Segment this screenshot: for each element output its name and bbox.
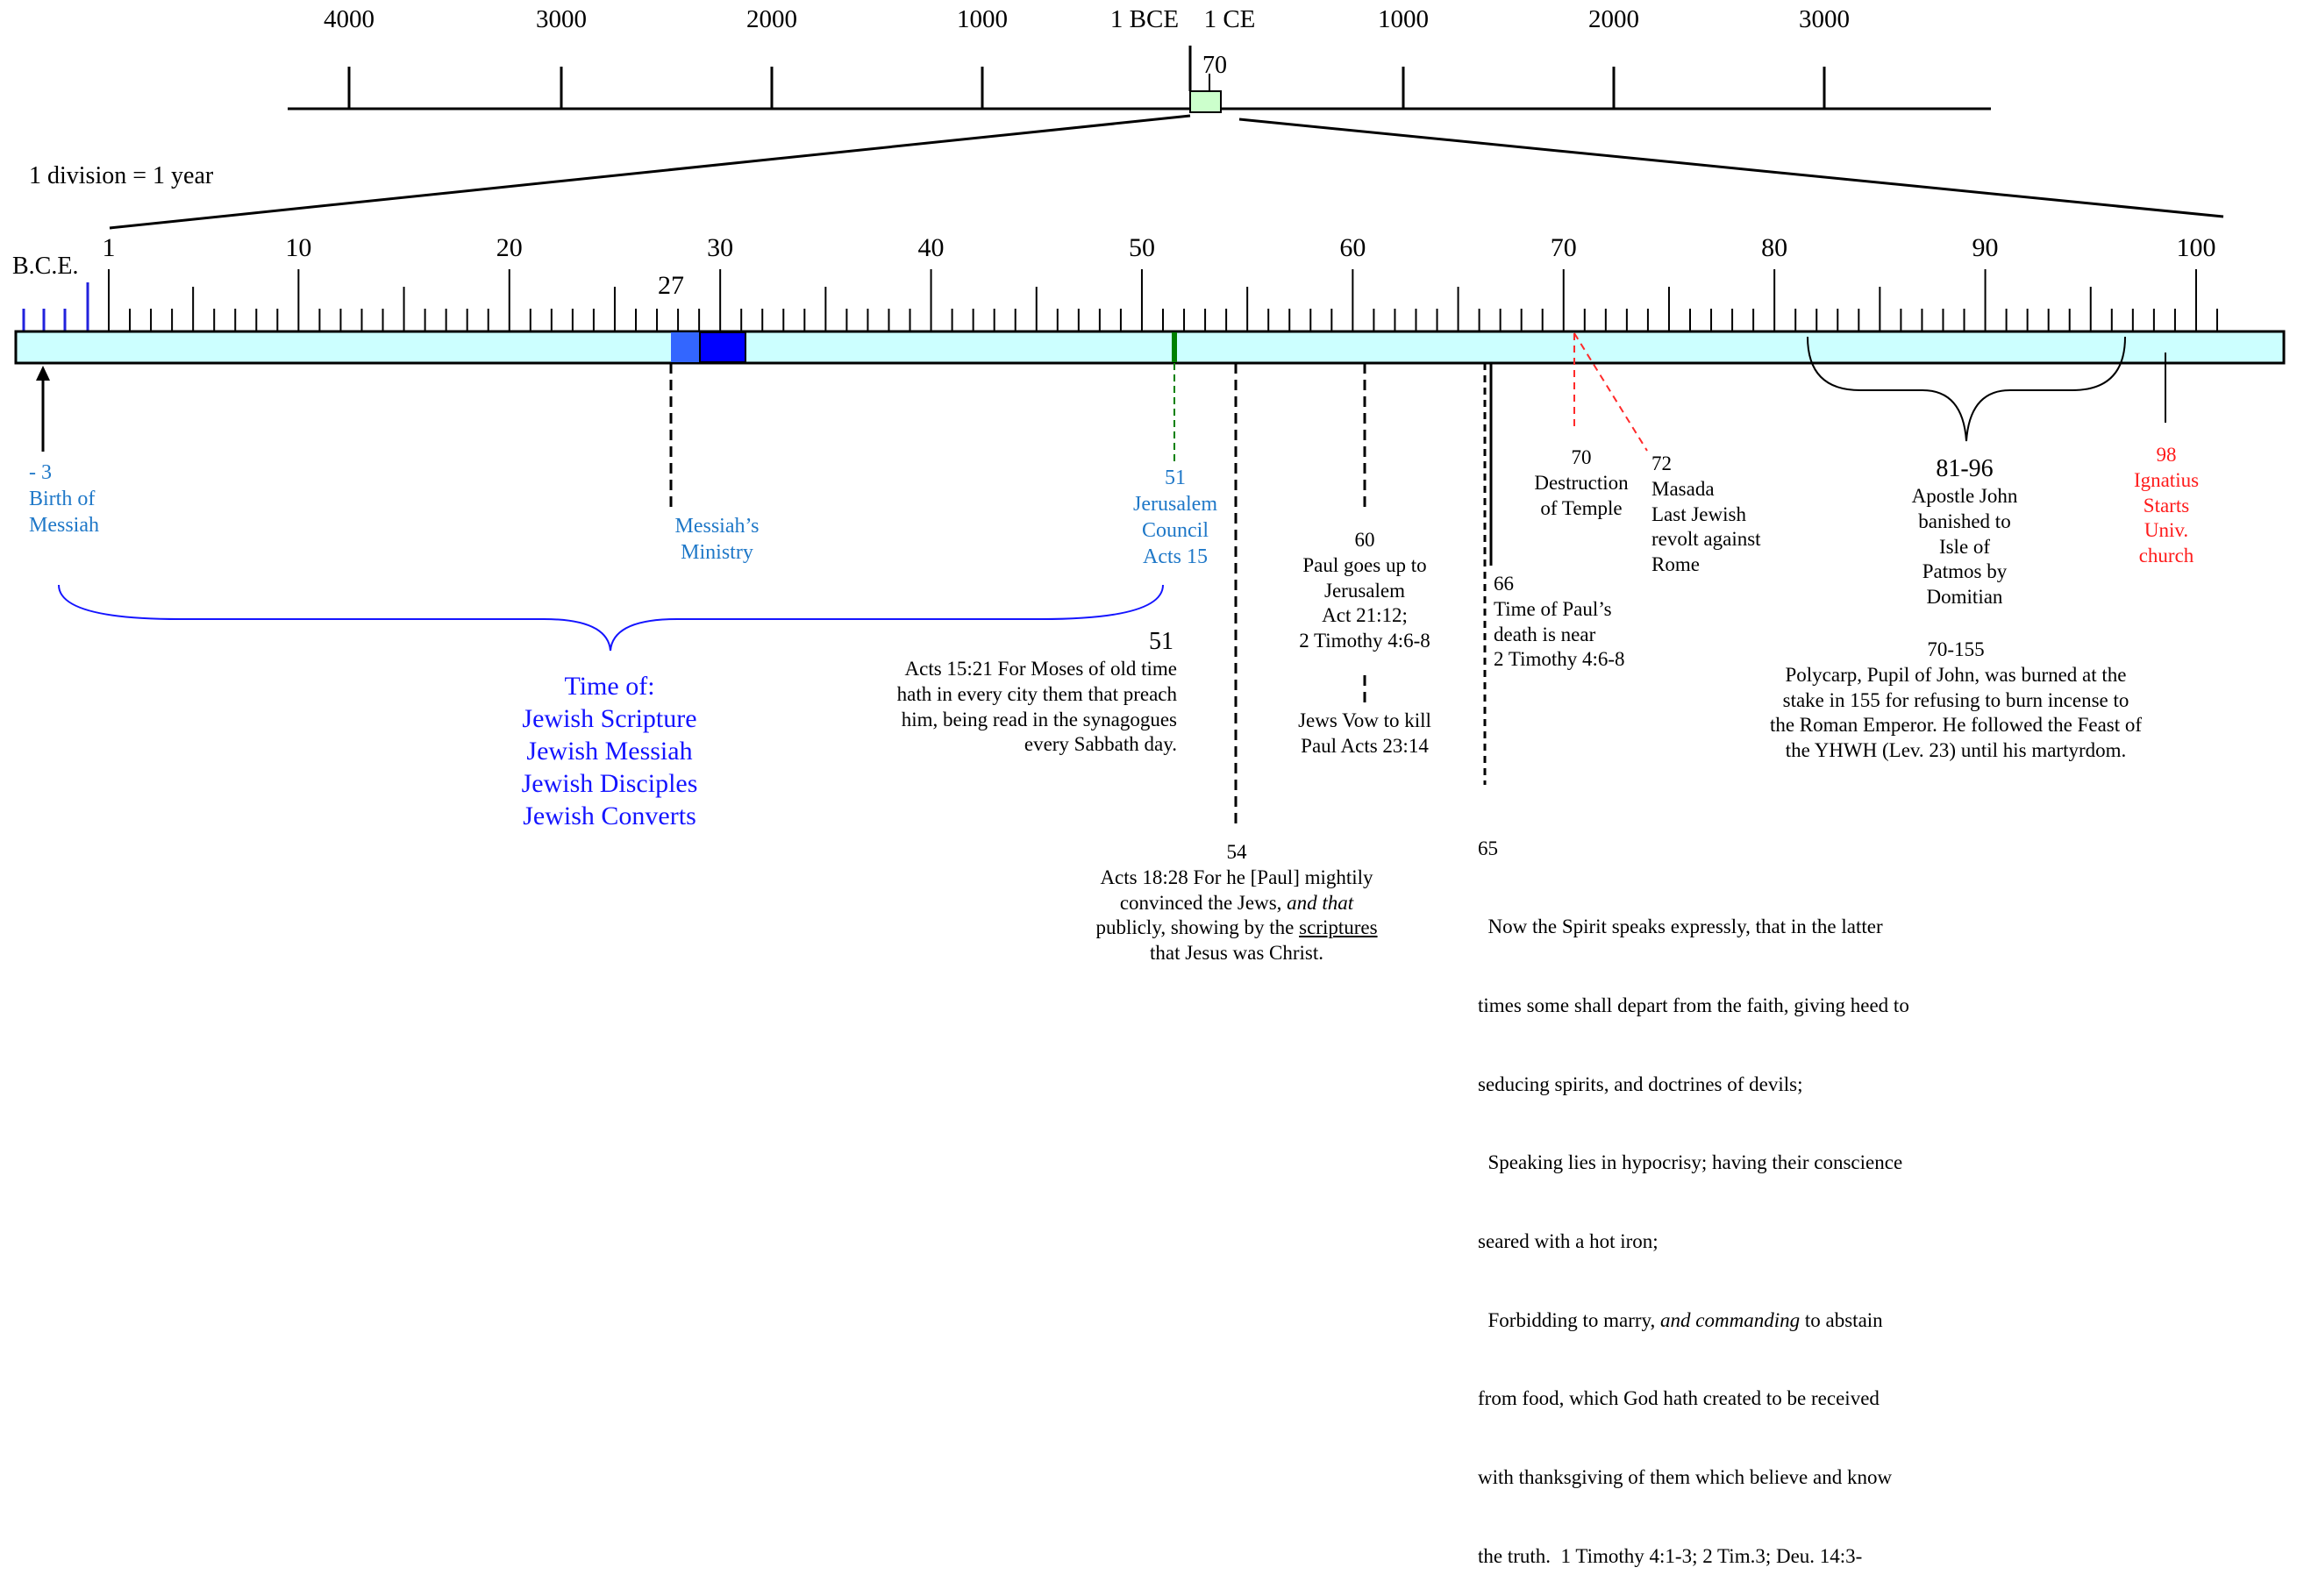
council-marker — [1172, 332, 1177, 362]
zoom-line-right — [1238, 118, 2224, 218]
year-label: 20 — [496, 233, 523, 262]
year-label: 30 — [707, 233, 733, 262]
year-label: 80 — [1761, 233, 1787, 262]
temple-annotation: 70 Destruction of Temple — [1534, 446, 1629, 519]
pointers — [36, 332, 2166, 829]
year-label: 1 — [103, 233, 116, 262]
arrow-head-icon — [36, 366, 50, 381]
zoom-line-left — [109, 114, 1191, 230]
time-of-brace — [58, 584, 1164, 652]
masada-pointer — [1573, 332, 1648, 452]
john-annotation: 81-96 Apostle John banished to Isle of P… — [1911, 455, 2018, 608]
timeline-bar — [14, 330, 2286, 365]
bce-ticks — [22, 282, 89, 331]
council-annotation: 51 Jerusalem Council Acts 15 — [1133, 467, 1217, 568]
overview-tick-label: 2000 — [1588, 5, 1639, 33]
john-brace — [1807, 336, 2126, 442]
bce-label: B.C.E. — [12, 253, 79, 280]
masada-annotation: 72 Masada Last Jewish revolt against Rom… — [1651, 452, 1761, 575]
scale-note: 1 division = 1 year — [29, 162, 214, 189]
overview-tick-label: 2000 — [746, 5, 797, 33]
ministry-block-light — [671, 332, 700, 362]
paul-death-annotation: 66 Time of Paul’s death is near 2 Timoth… — [1494, 573, 1625, 671]
time-of-annotation: Time of: Jewish Scripture Jewish Messiah… — [521, 672, 698, 830]
label-year-27: 27 — [658, 271, 684, 300]
year-label: 50 — [1129, 233, 1155, 262]
year-label: 100 — [2176, 233, 2215, 262]
overview-tick-label: 1 CE — [1204, 5, 1256, 33]
year-label: 70 — [1551, 233, 1577, 262]
year-label: 60 — [1339, 233, 1366, 262]
tim41-annotation: 65 Now the Spirit speaks expressly, that… — [1478, 837, 1909, 1567]
zoom-box — [1189, 90, 1222, 113]
year-label: 10 — [285, 233, 311, 262]
timeline-diagram: 4000 3000 2000 1000 1 BCE 1 CE 1000 2000 3000 70… — [14, 5, 2286, 829]
detail-axis: 1 10 20 30 40 50 60 70 80 90 100 27 — [14, 233, 2286, 365]
ministry-block-dark — [699, 331, 746, 363]
overview-tick-label: 1 BCE — [1110, 5, 1179, 33]
paul-jerusalem-annotation: 60 Paul goes up to Jerusalem Act 21:12; … — [1299, 529, 1430, 652]
overview-tick-label: 3000 — [1799, 5, 1850, 33]
polycarp-annotation: 70-155 Polycarp, Pupil of John, was burn… — [1769, 638, 2143, 761]
overview-tick-label: 4000 — [324, 5, 375, 33]
birth-annotation: - 3 Birth of Messiah — [29, 461, 99, 537]
acts1828-annotation: 54 Acts 18:28 For he [Paul] mightily con… — [1095, 841, 1378, 964]
overview-tick-label: 1000 — [1378, 5, 1429, 33]
zoom-box-label: 70 — [1202, 52, 1227, 79]
overview-tick-label: 3000 — [536, 5, 587, 33]
ignatius-annotation: 98 Ignatius Starts Univ. church — [2133, 444, 2200, 566]
year-label: 90 — [1972, 233, 1999, 262]
year-label: 40 — [918, 233, 945, 262]
vow-annotation: Jews Vow to kill Paul Acts 23:14 — [1298, 709, 1431, 757]
overview-axis: 4000 3000 2000 1000 1 BCE 1 CE 1000 2000 3000 70 — [288, 5, 1991, 113]
overview-tick-label: 1000 — [957, 5, 1008, 33]
acts1521-annotation: 51 Acts 15:21 For Moses of old time hath… — [896, 628, 1177, 756]
ministry-annotation: Messiah’s Ministry — [674, 515, 760, 564]
